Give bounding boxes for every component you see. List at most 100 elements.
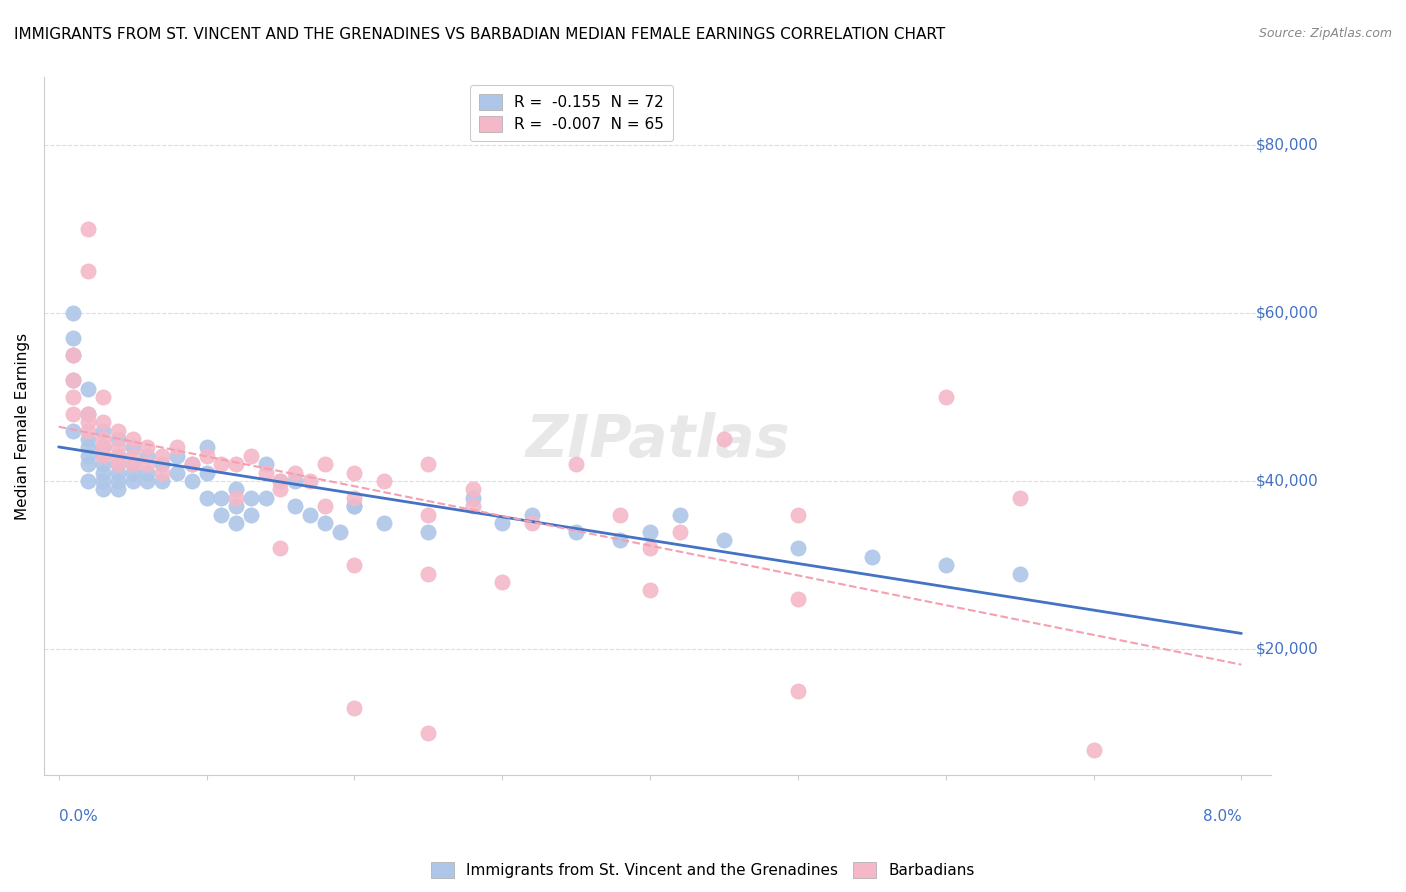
Point [418,457,440,471]
Point [209,457,232,471]
Text: ZIPatlas: ZIPatlas [526,412,790,469]
Point [77,407,100,421]
Point [520,508,543,522]
Point [373,474,395,488]
Point [314,500,336,514]
Point [225,500,247,514]
Point [107,474,129,488]
Text: $60,000: $60,000 [1256,305,1319,320]
Point [77,424,100,438]
Point [136,466,159,480]
Point [343,491,366,505]
Point [520,516,543,530]
Point [786,591,808,606]
Point [786,508,808,522]
Point [91,432,114,446]
Point [107,441,129,455]
Point [136,441,159,455]
Point [107,449,129,463]
Point [121,457,143,471]
Point [77,449,100,463]
Text: $80,000: $80,000 [1256,137,1319,153]
Point [225,483,247,497]
Point [343,558,366,573]
Point [609,508,631,522]
Text: $20,000: $20,000 [1256,641,1319,657]
Point [418,726,440,740]
Point [638,524,661,539]
Point [935,390,957,404]
Point [239,508,262,522]
Point [298,508,321,522]
Point [166,466,188,480]
Point [195,441,218,455]
Point [239,491,262,505]
Point [565,524,588,539]
Point [284,474,307,488]
Point [269,474,291,488]
Point [77,407,100,421]
Point [91,449,114,463]
Point [121,466,143,480]
Point [77,222,100,236]
Point [121,449,143,463]
Point [107,424,129,438]
Text: 8.0%: 8.0% [1202,809,1241,824]
Point [91,457,114,471]
Point [150,474,173,488]
Text: Source: ZipAtlas.com: Source: ZipAtlas.com [1258,27,1392,40]
Point [91,441,114,455]
Point [418,524,440,539]
Point [461,491,484,505]
Point [269,474,291,488]
Point [136,474,159,488]
Point [107,457,129,471]
Point [461,500,484,514]
Point [77,441,100,455]
Point [713,432,735,446]
Point [62,424,84,438]
Point [91,449,114,463]
Point [166,441,188,455]
Point [150,466,173,480]
Point [62,407,84,421]
Point [418,508,440,522]
Point [121,457,143,471]
Point [225,516,247,530]
Text: IMMIGRANTS FROM ST. VINCENT AND THE GRENADINES VS BARBADIAN MEDIAN FEMALE EARNIN: IMMIGRANTS FROM ST. VINCENT AND THE GREN… [14,27,945,42]
Point [418,566,440,581]
Point [1008,491,1031,505]
Point [373,516,395,530]
Point [713,533,735,547]
Point [209,508,232,522]
Point [91,466,114,480]
Point [239,449,262,463]
Point [225,491,247,505]
Point [269,483,291,497]
Point [298,474,321,488]
Point [254,491,277,505]
Legend: R =  -0.155  N = 72, R =  -0.007  N = 65: R = -0.155 N = 72, R = -0.007 N = 65 [470,85,673,142]
Point [343,500,366,514]
Point [343,701,366,715]
Point [180,474,202,488]
Point [1083,743,1105,757]
Point [314,457,336,471]
Point [254,466,277,480]
Point [150,457,173,471]
Point [91,424,114,438]
Point [77,415,100,429]
Point [269,541,291,556]
Point [638,541,661,556]
Point [107,449,129,463]
Point [254,457,277,471]
Point [284,466,307,480]
Point [180,457,202,471]
Point [1008,566,1031,581]
Point [284,500,307,514]
Point [136,457,159,471]
Point [166,449,188,463]
Point [91,483,114,497]
Point [62,373,84,387]
Point [136,449,159,463]
